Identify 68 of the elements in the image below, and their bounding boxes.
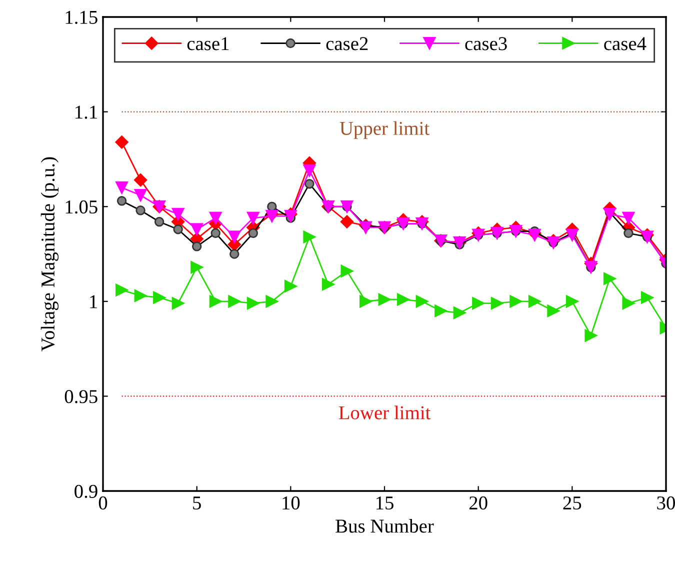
point [116,284,128,296]
point [153,291,166,304]
point [566,228,578,242]
point [228,295,241,308]
point [266,210,278,222]
point [584,329,598,342]
point [397,293,410,306]
point [209,212,222,224]
point [116,181,128,194]
point [284,280,297,292]
point [622,212,635,224]
y-tick-label: 1.1 [76,106,97,119]
y-tick-label: 1 [90,295,97,308]
point [340,264,354,278]
point [566,295,578,308]
point [246,297,260,310]
point [228,230,241,244]
point [603,208,616,220]
x-tick-label: 15 [376,496,394,510]
point [622,297,635,310]
point [134,188,147,202]
x-axis-title: Bus Number [336,519,434,533]
point [322,278,334,291]
point [359,221,372,234]
point [115,136,128,149]
point [134,173,148,187]
point [134,289,147,302]
x-tick-label: 25 [563,496,582,510]
point [453,306,466,320]
point [490,297,504,310]
point [209,295,222,308]
y-tick-label: 0.95 [64,390,98,404]
point [528,228,541,242]
point [340,215,354,228]
point [472,297,485,310]
point [547,304,560,318]
point [246,212,260,224]
ref-line-label: Upper limit [340,121,430,139]
point [359,295,372,308]
y-axis-title: Voltage Magnitude (p.u.) [40,157,59,352]
point [303,230,316,244]
y-tick-label: 1.15 [66,10,98,24]
ref-line-label: Lower limit [338,406,431,420]
x-tick-label: 10 [282,496,300,510]
point [190,223,204,236]
legend-label: case1 [187,37,229,50]
point [416,295,428,308]
point [190,261,204,274]
point [434,304,448,318]
legend-label: case2 [326,37,368,50]
point [603,272,616,285]
x-tick-label: 5 [193,496,201,510]
point [172,297,184,310]
x-tick-label: 0 [98,496,108,510]
y-tick-label: 0.9 [74,484,98,498]
x-tick-label: 30 [657,496,675,510]
point [378,293,391,306]
point [266,295,278,308]
point [172,208,184,220]
legend-label: case3 [465,37,507,50]
point [640,291,654,304]
point [303,164,316,177]
y-tick-label: 1.05 [66,200,98,214]
x-tick-label: 20 [469,496,488,510]
legend-label: case4 [604,37,646,50]
point [528,295,541,308]
point [284,210,297,222]
point [510,295,522,308]
